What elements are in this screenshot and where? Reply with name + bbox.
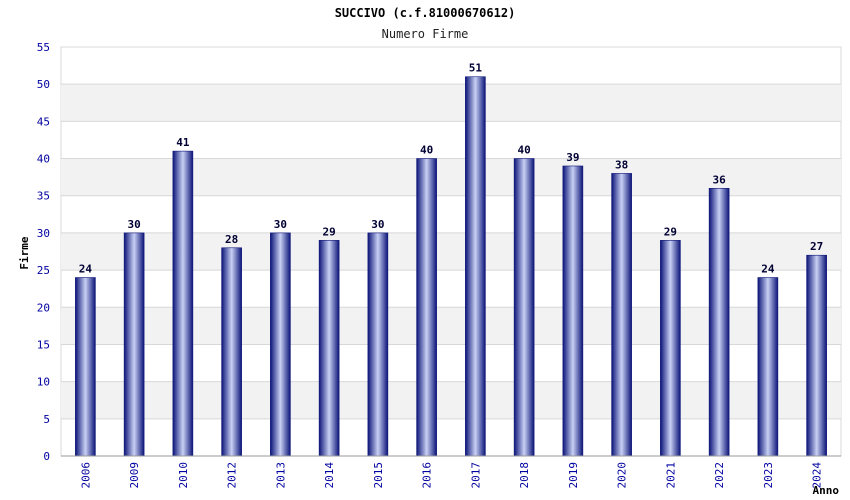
x-tick-label-2021: 2021 [664,462,677,489]
x-tick-label-2016: 2016 [421,462,434,489]
value-label-2010: 41 [176,136,190,149]
y-axis-ticks: 0 5 10 15 20 25 30 35 40 45 50 55 [37,41,50,463]
x-tick-label-2006: 2006 [79,462,92,489]
value-label-2015: 30 [371,218,384,231]
bar-2015 [367,232,389,457]
x-tick-label-2012: 2012 [226,462,239,489]
y-tick-label: 50 [37,78,50,91]
x-tick-label-2010: 2010 [177,462,190,489]
bar-2014 [318,240,340,457]
bar-2024 [806,254,827,457]
y-tick-label: 40 [37,153,50,166]
value-label-2009: 30 [128,218,141,231]
grid-band [61,84,841,122]
y-tick-label: 30 [37,227,50,240]
bar-2013 [270,232,291,457]
bar-2018 [513,158,535,457]
x-tick-label-2014: 2014 [323,462,336,489]
bar-2012 [221,247,242,457]
x-tick-label-2018: 2018 [518,462,531,489]
bar-2010 [172,150,194,457]
value-label-2021: 29 [664,225,677,238]
y-tick-label: 20 [37,301,50,314]
value-label-2024: 27 [810,240,823,253]
x-axis-ticks: 2006 2009 2010 2012 2013 2014 2015 2016 2017 2018… [79,462,823,489]
y-tick-label: 15 [37,338,50,351]
x-tick-label-2015: 2015 [372,462,385,489]
y-tick-label: 35 [37,190,50,203]
x-tick-label-2024: 2024 [811,462,824,489]
value-label-2023: 24 [761,263,775,276]
x-tick-label-2013: 2013 [274,462,287,489]
x-tick-label-2009: 2009 [128,462,141,489]
bar-2021 [660,240,681,457]
value-labels: 24 30 41 28 30 29 30 40 51 40 39 38 29 36 24 27 [79,62,824,276]
x-axis-label: Anno [813,484,840,497]
y-tick-label: 45 [37,115,50,128]
bar-2019 [562,165,584,457]
x-tick-label-2019: 2019 [567,462,580,489]
y-tick-label: 25 [37,264,50,277]
y-tick-label: 5 [43,413,50,426]
y-axis-label: Firme [18,236,31,269]
bar-2017 [465,76,486,457]
value-label-2020: 38 [615,158,628,171]
bar-2022 [708,187,730,457]
x-tick-label-2017: 2017 [469,462,482,489]
y-tick-label: 0 [43,450,50,463]
bar-2016 [416,158,437,457]
x-tick-label-2023: 2023 [762,462,775,489]
chart-title: SUCCIVO (c.f.81000670612) [335,6,516,20]
value-label-2017: 51 [469,62,483,75]
y-tick-label: 55 [37,41,50,54]
value-label-2016: 40 [420,144,433,157]
y-tick-label: 10 [37,376,50,389]
value-label-2013: 30 [274,218,287,231]
chart-subtitle: Numero Firme [382,27,469,41]
bar-2009 [123,232,145,457]
x-tick-label-2020: 2020 [616,462,629,489]
bar-2020 [611,173,632,457]
value-label-2019: 39 [566,151,579,164]
value-label-2018: 40 [518,144,531,157]
value-label-2006: 24 [79,263,93,276]
value-label-2012: 28 [225,233,238,246]
value-label-2014: 29 [323,225,336,238]
bar-2023 [757,277,779,457]
bars [75,76,827,457]
x-tick-label-2022: 2022 [713,462,726,489]
bar-2006 [75,277,96,457]
value-label-2022: 36 [713,173,727,186]
